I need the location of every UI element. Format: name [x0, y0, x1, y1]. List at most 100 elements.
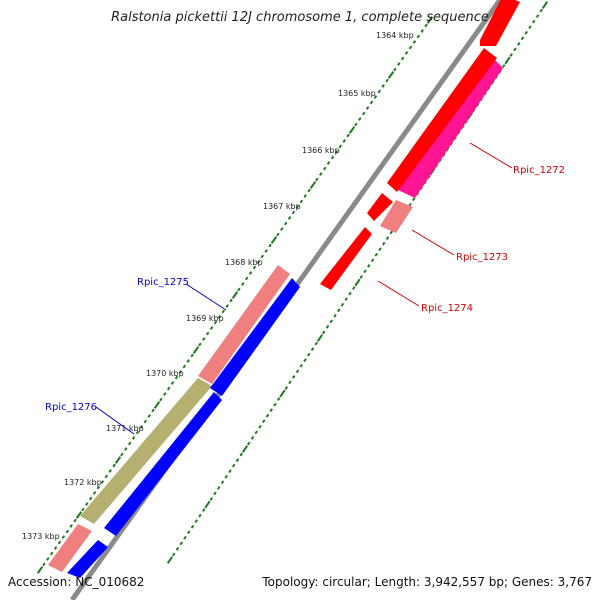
gene-feature-rpic-1276[interactable]	[80, 378, 212, 524]
gene-feature-blue-lower[interactable]	[67, 540, 108, 578]
track-tick	[217, 315, 222, 319]
track-tick	[404, 51, 409, 55]
track-tick	[112, 463, 116, 468]
track-tick	[400, 56, 405, 61]
track-tick	[316, 334, 324, 342]
track-tick	[81, 507, 85, 512]
track-tick	[367, 263, 371, 268]
track-tick	[532, 19, 536, 24]
gene-features	[48, 0, 520, 578]
gene-feature-rpic-1274[interactable]	[320, 227, 372, 290]
track-tick	[330, 155, 335, 160]
track-tick	[163, 392, 167, 396]
gene-feature-red-small[interactable]	[367, 193, 393, 221]
track-tick	[182, 364, 187, 369]
track-tick	[244, 276, 249, 281]
track-tick	[235, 458, 240, 462]
track-tick	[269, 408, 273, 413]
track-tick	[337, 308, 341, 313]
gene-feature-red-large[interactable]	[387, 48, 497, 192]
track-tick	[204, 500, 211, 509]
track-tick	[73, 518, 77, 523]
track-tick	[377, 89, 382, 94]
track-tick	[342, 139, 346, 143]
gene-feature-light-lower[interactable]	[48, 524, 92, 572]
track-tick	[365, 106, 370, 110]
track-tick	[213, 320, 218, 325]
track-tick	[322, 330, 326, 335]
track-tick	[258, 424, 262, 429]
track-tick	[344, 297, 348, 302]
track-tick	[279, 389, 286, 398]
track-tick	[209, 326, 214, 330]
gene-feature-top-red[interactable]	[480, 0, 520, 46]
tick-label-1373: 1373 kbp	[22, 532, 60, 541]
track-tick	[190, 353, 194, 358]
track-tick	[139, 425, 144, 429]
gene-labels: Rpic_1272 Rpic_1273 Rpic_1274 Rpic_1275 …	[45, 165, 565, 413]
gene-label-rpic-1273[interactable]: Rpic_1273	[456, 252, 508, 263]
track-tick	[408, 45, 413, 50]
gene-feature-blue-upper[interactable]	[210, 278, 300, 396]
tick-label-1365: 1365 kbp	[338, 89, 376, 98]
tick-label-1369: 1369 kbp	[186, 314, 224, 323]
tick-label-1364: 1364 kbp	[376, 31, 414, 40]
track-tick	[326, 161, 331, 165]
track-tick	[352, 286, 356, 290]
track-tick	[179, 541, 183, 546]
track-tick	[517, 41, 521, 46]
accession-text: Accession: NC_010682	[8, 575, 145, 589]
genome-stats-text: Topology: circular; Length: 3,942,557 bp…	[262, 575, 592, 589]
track-tick	[334, 150, 339, 154]
gene-feature-rpic-1273[interactable]	[380, 200, 413, 233]
track-tick	[389, 230, 393, 235]
track-tick	[295, 369, 300, 374]
gene-label-rpic-1275[interactable]: Rpic_1275	[137, 277, 189, 288]
track-tick	[198, 342, 202, 347]
callout-line-rpic-1276	[95, 406, 135, 435]
gene-label-rpic-1274[interactable]: Rpic_1274	[421, 303, 473, 314]
track-tick	[262, 419, 266, 424]
track-tick	[49, 551, 54, 556]
track-tick	[541, 1, 549, 9]
track-tick	[370, 258, 375, 263]
track-tick	[280, 227, 284, 231]
track-tick	[254, 430, 258, 435]
track-tick	[186, 359, 190, 363]
gene-label-rpic-1272[interactable]: Rpic_1272	[513, 165, 565, 176]
track-tick	[291, 210, 296, 215]
gene-feature-rpic-1275[interactable]	[198, 265, 290, 384]
track-tick	[416, 34, 421, 39]
track-tick	[104, 474, 109, 479]
track-tick	[287, 216, 292, 220]
track-tick	[276, 232, 280, 237]
track-tick	[348, 126, 356, 134]
gene-label-rpic-1276[interactable]: Rpic_1276	[45, 402, 97, 413]
track-tick	[520, 36, 525, 41]
gene-feature-blue-mid[interactable]	[104, 392, 222, 536]
track-tick	[369, 100, 374, 105]
track-tick	[183, 535, 187, 540]
track-tick	[229, 298, 233, 303]
track-tick	[239, 452, 243, 457]
tick-label-1367: 1367 kbp	[263, 202, 301, 211]
tick-track-inner	[36, 16, 434, 574]
track-tick	[96, 485, 101, 490]
callout-line-rpic-1274	[377, 280, 420, 307]
gene-feature-rpic-1272[interactable]	[398, 58, 503, 198]
track-tick	[535, 14, 540, 18]
track-tick	[270, 236, 278, 244]
track-tick	[307, 188, 311, 193]
track-tick	[198, 513, 202, 518]
track-tick	[309, 181, 317, 189]
track-tick	[426, 16, 434, 24]
track-tick	[385, 78, 389, 83]
track-tick	[159, 397, 163, 402]
track-tick	[172, 552, 176, 557]
track-tick	[241, 282, 245, 286]
map-title: Ralstonia pickettii 12J chromosome 1, co…	[111, 10, 489, 25]
track-tick	[174, 375, 179, 380]
track-tick	[166, 386, 171, 391]
track-tick	[205, 331, 210, 336]
